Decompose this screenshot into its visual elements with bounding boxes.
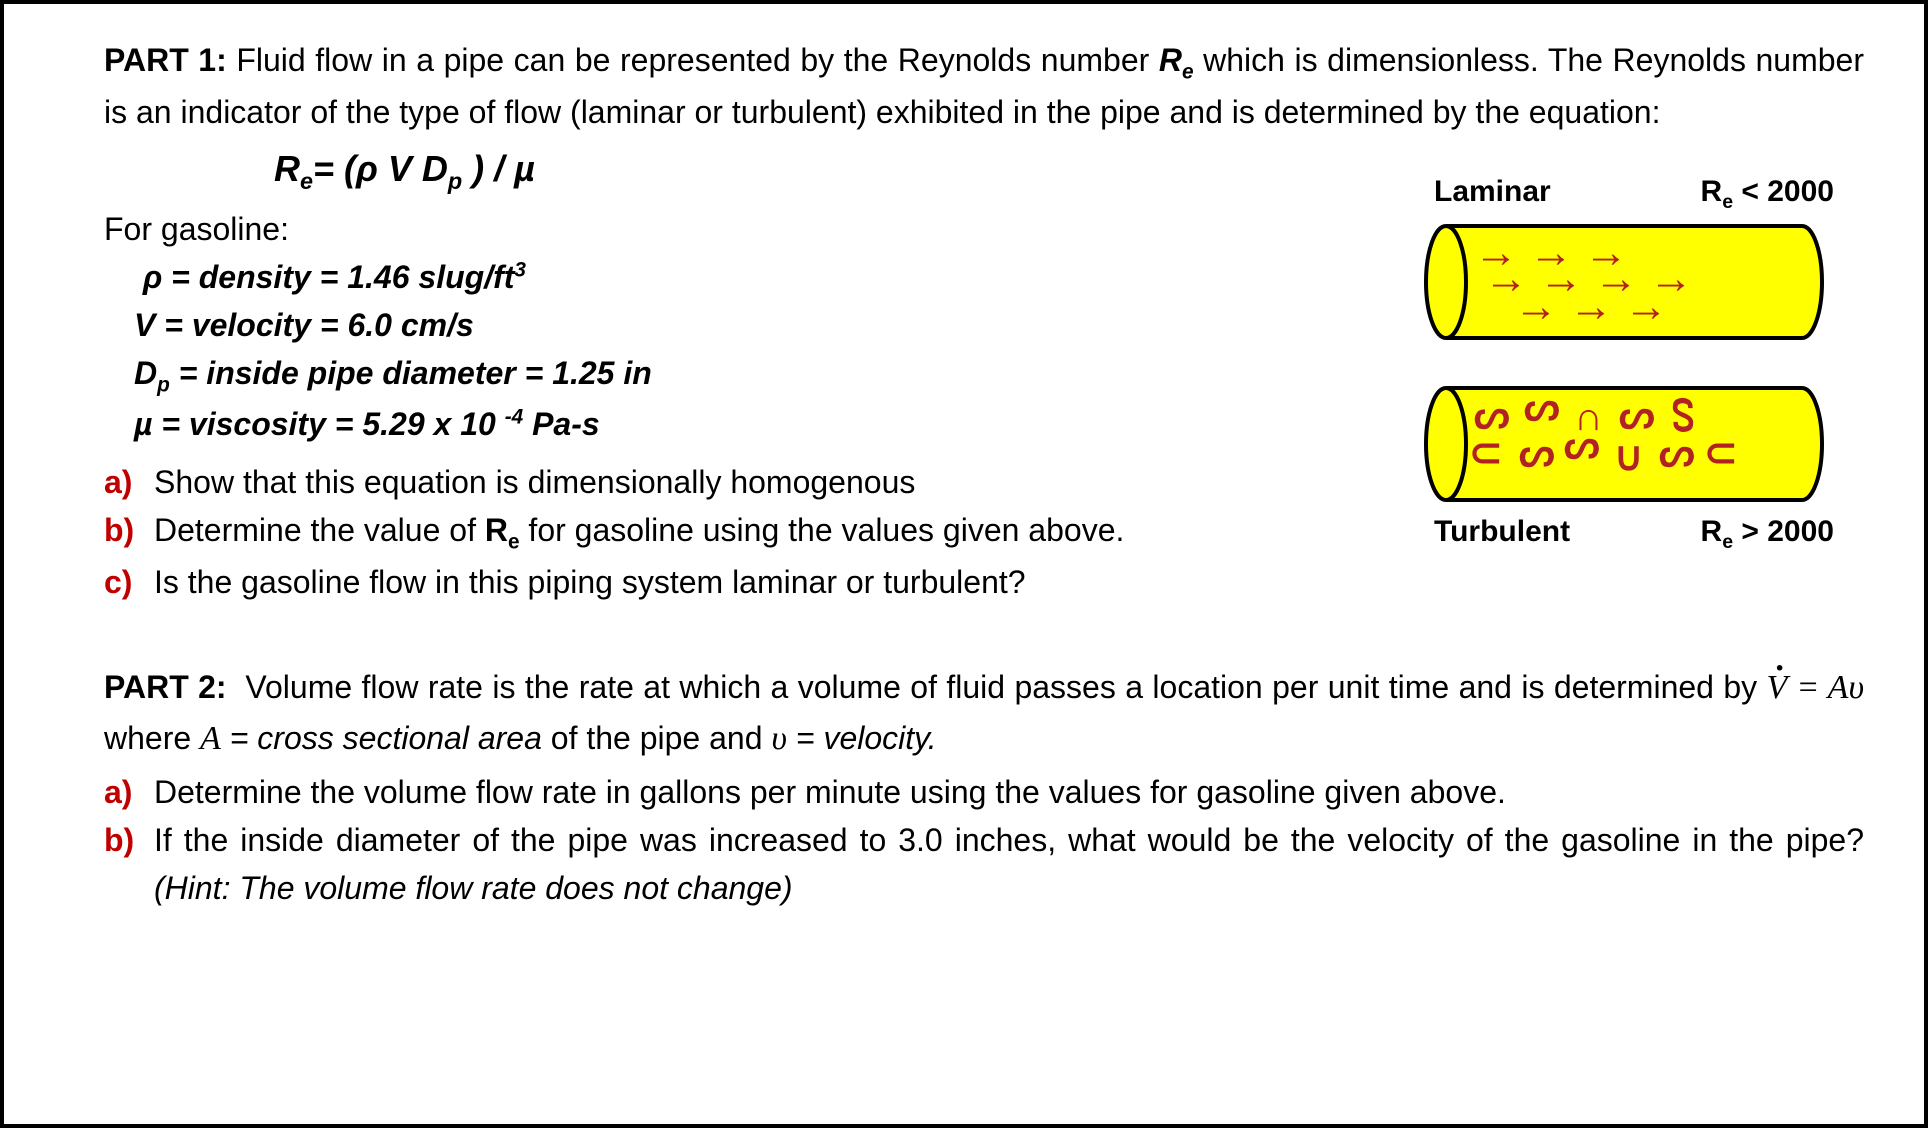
q2-text-a: Determine the volume flow rate in gallon… — [154, 768, 1864, 816]
part2-q-a: a) Determine the volume flow rate in gal… — [104, 768, 1864, 816]
eq-mid: = (ρ V D — [313, 148, 448, 189]
part2-intro: PART 2: Volume flow rate is the rate at … — [104, 662, 1864, 764]
swirl-icon: ⊂ — [1469, 433, 1503, 473]
q-letter-c: c) — [104, 558, 154, 606]
qb-pre: Determine the value of — [154, 512, 485, 548]
swirl-icon: ᔕ — [1564, 433, 1600, 473]
swirl-icon: ᔕ — [1619, 395, 1655, 435]
turbulent-label-row: Turbulent Re > 2000 — [1424, 509, 1844, 563]
laminar-label-row: Laminar Re < 2000 — [1424, 169, 1844, 223]
q2-text-b: If the inside diameter of the pipe was i… — [154, 816, 1864, 912]
page: PART 1: Fluid flow in a pipe can be repr… — [0, 0, 1928, 1128]
part1-intro: PART 1: Fluid flow in a pipe can be repr… — [104, 36, 1864, 136]
swirl-icon: ᔕ — [1474, 395, 1510, 435]
turb-cond-post: > 2000 — [1733, 515, 1834, 548]
p2-text5: = velocity. — [787, 720, 937, 756]
p2-text4: of the pipe and — [542, 720, 772, 756]
p2-v2: υ — [771, 720, 787, 757]
arrow-icon: → — [1514, 285, 1558, 329]
q2b-hint: (Hint: The volume flow rate does not cha… — [154, 870, 793, 906]
mu-sup: -4 — [505, 406, 524, 429]
p2-Vdot: V — [1767, 662, 1788, 713]
swirl-icon: ᔕ — [1667, 397, 1707, 433]
swirl-icon: ᔕ — [1524, 395, 1560, 435]
lam-cond-post: < 2000 — [1733, 175, 1834, 208]
arrow-icon: → — [1569, 285, 1613, 329]
rho-sup: 3 — [514, 258, 526, 281]
part1-label: PART 1: — [104, 42, 227, 78]
part2-label: PART 2: — [104, 669, 227, 705]
q-letter-b: b) — [104, 506, 154, 558]
part1-intro-text1: Fluid flow in a pipe can be represented … — [236, 42, 1159, 78]
qb-Rsub: e — [508, 531, 520, 554]
lam-cond-sub: e — [1722, 191, 1733, 213]
q-text-c: Is the gasoline flow in this piping syst… — [154, 558, 1864, 606]
swirl-icon: ᔕ — [1659, 433, 1695, 473]
swirl-icon: ∪ — [1614, 437, 1643, 477]
re-symbol: R — [1159, 42, 1182, 78]
dp-pre: D — [134, 355, 157, 391]
qb-post: for gasoline using the values given abov… — [520, 512, 1125, 548]
part2-q-b: b) If the inside diameter of the pipe wa… — [104, 816, 1864, 912]
turbulent-swirls: ᔕ ᔕ ∩ ᔕ ᔕ ⊂ ᔕ ᔕ ∪ ᔕ ⊂ — [1424, 385, 1824, 503]
part1-q-c: c) Is the gasoline flow in this piping s… — [104, 558, 1864, 606]
re-symbol-sub: e — [1182, 60, 1194, 83]
turb-cond-R: R — [1701, 515, 1723, 548]
q-letter-a: a) — [104, 458, 154, 506]
eq-rhs: ) / µ — [462, 148, 535, 189]
turbulent-label: Turbulent — [1434, 509, 1570, 557]
arrow-icon: → — [1624, 285, 1668, 329]
part2-questions: a) Determine the volume flow rate in gal… — [104, 768, 1864, 912]
dp-sub: p — [157, 373, 170, 396]
lam-cond-R: R — [1701, 175, 1723, 208]
swirl-icon: ⊂ — [1704, 433, 1738, 473]
dp-rest: = inside pipe diameter = 1.25 in — [170, 355, 652, 391]
figure-area: Laminar Re < 2000 → → → → → → → → — [1424, 169, 1844, 564]
p2-text2: where — [104, 720, 200, 756]
p2-A: A — [200, 720, 221, 757]
eq-lhs: R — [274, 148, 300, 189]
laminar-label: Laminar — [1434, 169, 1551, 217]
laminar-pipe-figure: → → → → → → → → → → — [1424, 223, 1824, 341]
qb-R: R — [485, 512, 508, 548]
p2-text3: = cross sectional area — [221, 720, 542, 756]
p2-text1: Volume flow rate is the rate at which a … — [245, 669, 1766, 705]
p2-Av: Aυ — [1828, 669, 1864, 706]
laminar-condition: Re < 2000 — [1701, 169, 1834, 217]
eq-dp-sub: p — [448, 168, 462, 194]
rho-text: ρ = density = 1.46 slug/ft — [143, 259, 515, 295]
laminar-arrows: → → → → → → → → → → — [1424, 223, 1824, 341]
mu-post: Pa-s — [523, 406, 599, 442]
q2-letter-b: b) — [104, 816, 154, 912]
turbulent-condition: Re > 2000 — [1701, 509, 1834, 557]
turbulent-pipe-figure: ᔕ ᔕ ∩ ᔕ ᔕ ⊂ ᔕ ᔕ ∪ ᔕ ⊂ — [1424, 385, 1824, 503]
eq-sub: e — [300, 168, 313, 194]
q2-letter-a: a) — [104, 768, 154, 816]
q2b-text: If the inside diameter of the pipe was i… — [154, 822, 1864, 858]
mu-pre: µ = viscosity = 5.29 x 10 — [134, 406, 505, 442]
swirl-icon: ᔕ — [1519, 433, 1555, 473]
p2-eq: = — [1787, 669, 1827, 706]
turb-cond-sub: e — [1722, 531, 1733, 553]
